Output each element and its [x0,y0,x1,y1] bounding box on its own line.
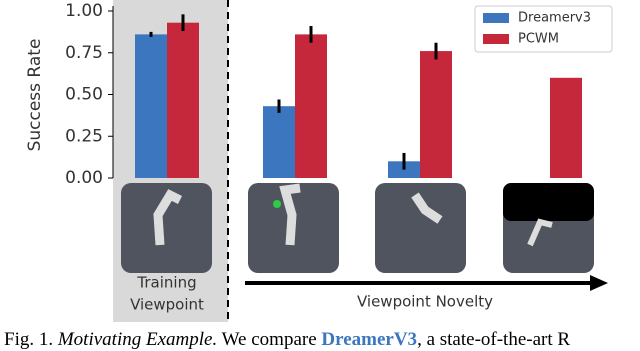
robot [153,189,183,246]
caption-text: We compare [222,329,317,350]
legend-swatch [483,34,509,44]
annotation: Viewpoint Novelty [357,293,493,311]
legend-label: PCWM [518,32,559,47]
legend-box [474,5,613,53]
annotation: Training [136,274,196,292]
bar [420,51,452,178]
y-axis-label: Success Rate [25,39,45,152]
bar [550,77,582,178]
bar [167,22,199,178]
bar [295,34,327,178]
legend-label: Dreamerv3 [518,11,591,26]
thumbnails [121,183,594,273]
thumbnail [121,183,212,273]
y-tick-label: 1.00 [65,1,103,21]
target [273,200,281,208]
caption-title: Motivating Example. [57,329,217,350]
caption: Fig. 1. Motivating Example. We compare D… [4,329,570,350]
legend-swatch [483,13,509,23]
thumbnail [375,183,466,273]
y-tick-label: 0.25 [65,126,103,146]
caption-label: Fig. 1. [4,329,53,350]
bar [263,106,295,178]
annotation: Viewpoint [130,296,204,314]
caption-rest: , a state-of-the-art R [417,329,570,350]
y-tick-label: 0.00 [65,168,103,188]
caption-highlight: DreamerV3 [321,329,417,350]
thumbnail-sky [503,183,594,221]
bar [135,34,167,178]
robot [279,183,301,246]
y-tick-label: 0.75 [65,43,103,63]
arrow-head [590,275,608,291]
robot [527,218,553,247]
y-tick-label: 0.50 [65,85,103,105]
robot [411,192,443,224]
